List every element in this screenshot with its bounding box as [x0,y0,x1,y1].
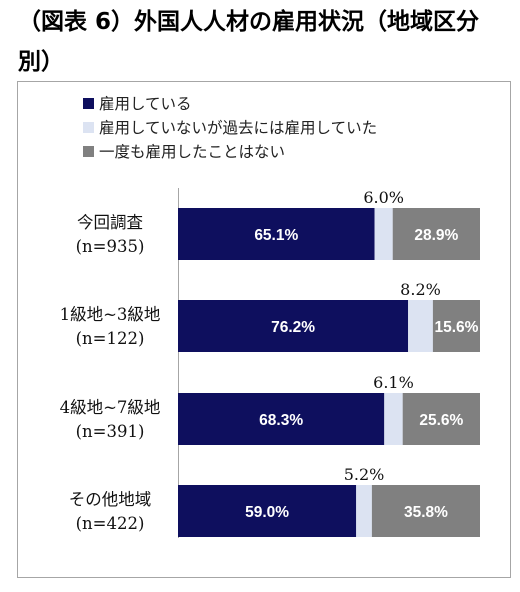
data-label-employing: 76.2% [271,319,315,336]
bar-segment-past [374,208,393,260]
bar-segment-past [384,393,403,445]
category-label: 4級地~7級地 [60,398,161,417]
category-n-label: (n=422) [76,514,145,533]
bar-segment-never [402,393,480,445]
legend-item-never: 一度も雇用したことはない [83,139,377,163]
bar-segment-past [356,485,372,537]
bar-segment-never [432,300,480,352]
data-label-past: 6.1% [373,373,414,392]
bar-segment-never [371,485,480,537]
legend-label-past: 雇用していないが過去には雇用していた [99,119,378,137]
category-label: その他地域 [69,490,152,509]
bar-segment-employing [178,208,375,260]
data-label-employing: 59.0% [245,504,289,521]
bar-segment-employing [178,300,409,352]
category-label: 1級地~3級地 [60,305,161,324]
legend-label-employing: 雇用している [99,95,192,113]
legend: 雇用している 雇用していないが過去には雇用していた 一度も雇用したことはない [83,91,377,163]
data-label-employing: 65.1% [254,227,298,244]
bar-segment-never [392,208,480,260]
legend-swatch-never [83,145,94,157]
category-n-label: (n=935) [76,237,145,256]
data-label-never: 28.9% [414,227,458,244]
category-n-label: (n=122) [76,329,145,348]
data-label-never: 15.6% [434,319,478,336]
category-n-label: (n=391) [76,422,145,441]
legend-item-past: 雇用していないが過去には雇用していた [83,115,377,139]
bar-segment-employing [178,393,385,445]
data-label-never: 35.8% [404,504,448,521]
bar-segment-past [408,300,433,352]
bar-segment-employing [178,485,357,537]
legend-swatch-past [83,121,94,133]
data-label-past: 5.2% [344,465,385,484]
category-label: 今回調査 [77,213,143,232]
legend-swatch-employing [83,97,94,109]
data-label-never: 25.6% [419,412,463,429]
data-label-employing: 68.3% [259,412,303,429]
chart-title: （図表 6）外国人人材の雇用状況（地域区分別） [18,9,480,75]
legend-label-never: 一度も雇用したことはない [99,143,286,161]
data-label-past: 8.2% [400,280,441,299]
legend-item-employing: 雇用している [83,91,377,115]
data-label-past: 6.0% [363,188,404,207]
